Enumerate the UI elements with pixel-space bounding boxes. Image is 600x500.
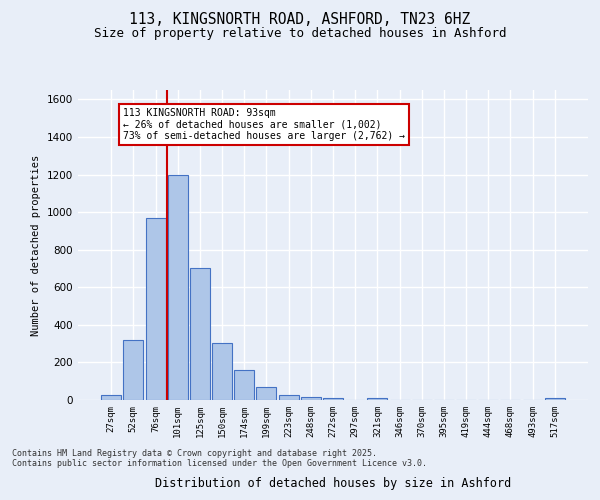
Bar bbox=[323, 398, 343, 400]
Bar bbox=[545, 398, 565, 400]
Bar bbox=[212, 342, 232, 400]
Bar bbox=[367, 398, 388, 400]
Bar bbox=[190, 268, 210, 400]
Text: Contains HM Land Registry data © Crown copyright and database right 2025.: Contains HM Land Registry data © Crown c… bbox=[12, 448, 377, 458]
Text: Contains public sector information licensed under the Open Government Licence v3: Contains public sector information licen… bbox=[12, 458, 427, 468]
Bar bbox=[124, 340, 143, 400]
Bar bbox=[256, 387, 277, 400]
Bar bbox=[234, 370, 254, 400]
Bar bbox=[168, 174, 188, 400]
Text: 113 KINGSNORTH ROAD: 93sqm
← 26% of detached houses are smaller (1,002)
73% of s: 113 KINGSNORTH ROAD: 93sqm ← 26% of deta… bbox=[124, 108, 406, 141]
Bar bbox=[301, 397, 321, 400]
Y-axis label: Number of detached properties: Number of detached properties bbox=[31, 154, 41, 336]
Bar bbox=[101, 396, 121, 400]
Bar bbox=[278, 396, 299, 400]
Bar bbox=[146, 218, 166, 400]
Text: Distribution of detached houses by size in Ashford: Distribution of detached houses by size … bbox=[155, 477, 511, 490]
Text: 113, KINGSNORTH ROAD, ASHFORD, TN23 6HZ: 113, KINGSNORTH ROAD, ASHFORD, TN23 6HZ bbox=[130, 12, 470, 28]
Text: Size of property relative to detached houses in Ashford: Size of property relative to detached ho… bbox=[94, 28, 506, 40]
